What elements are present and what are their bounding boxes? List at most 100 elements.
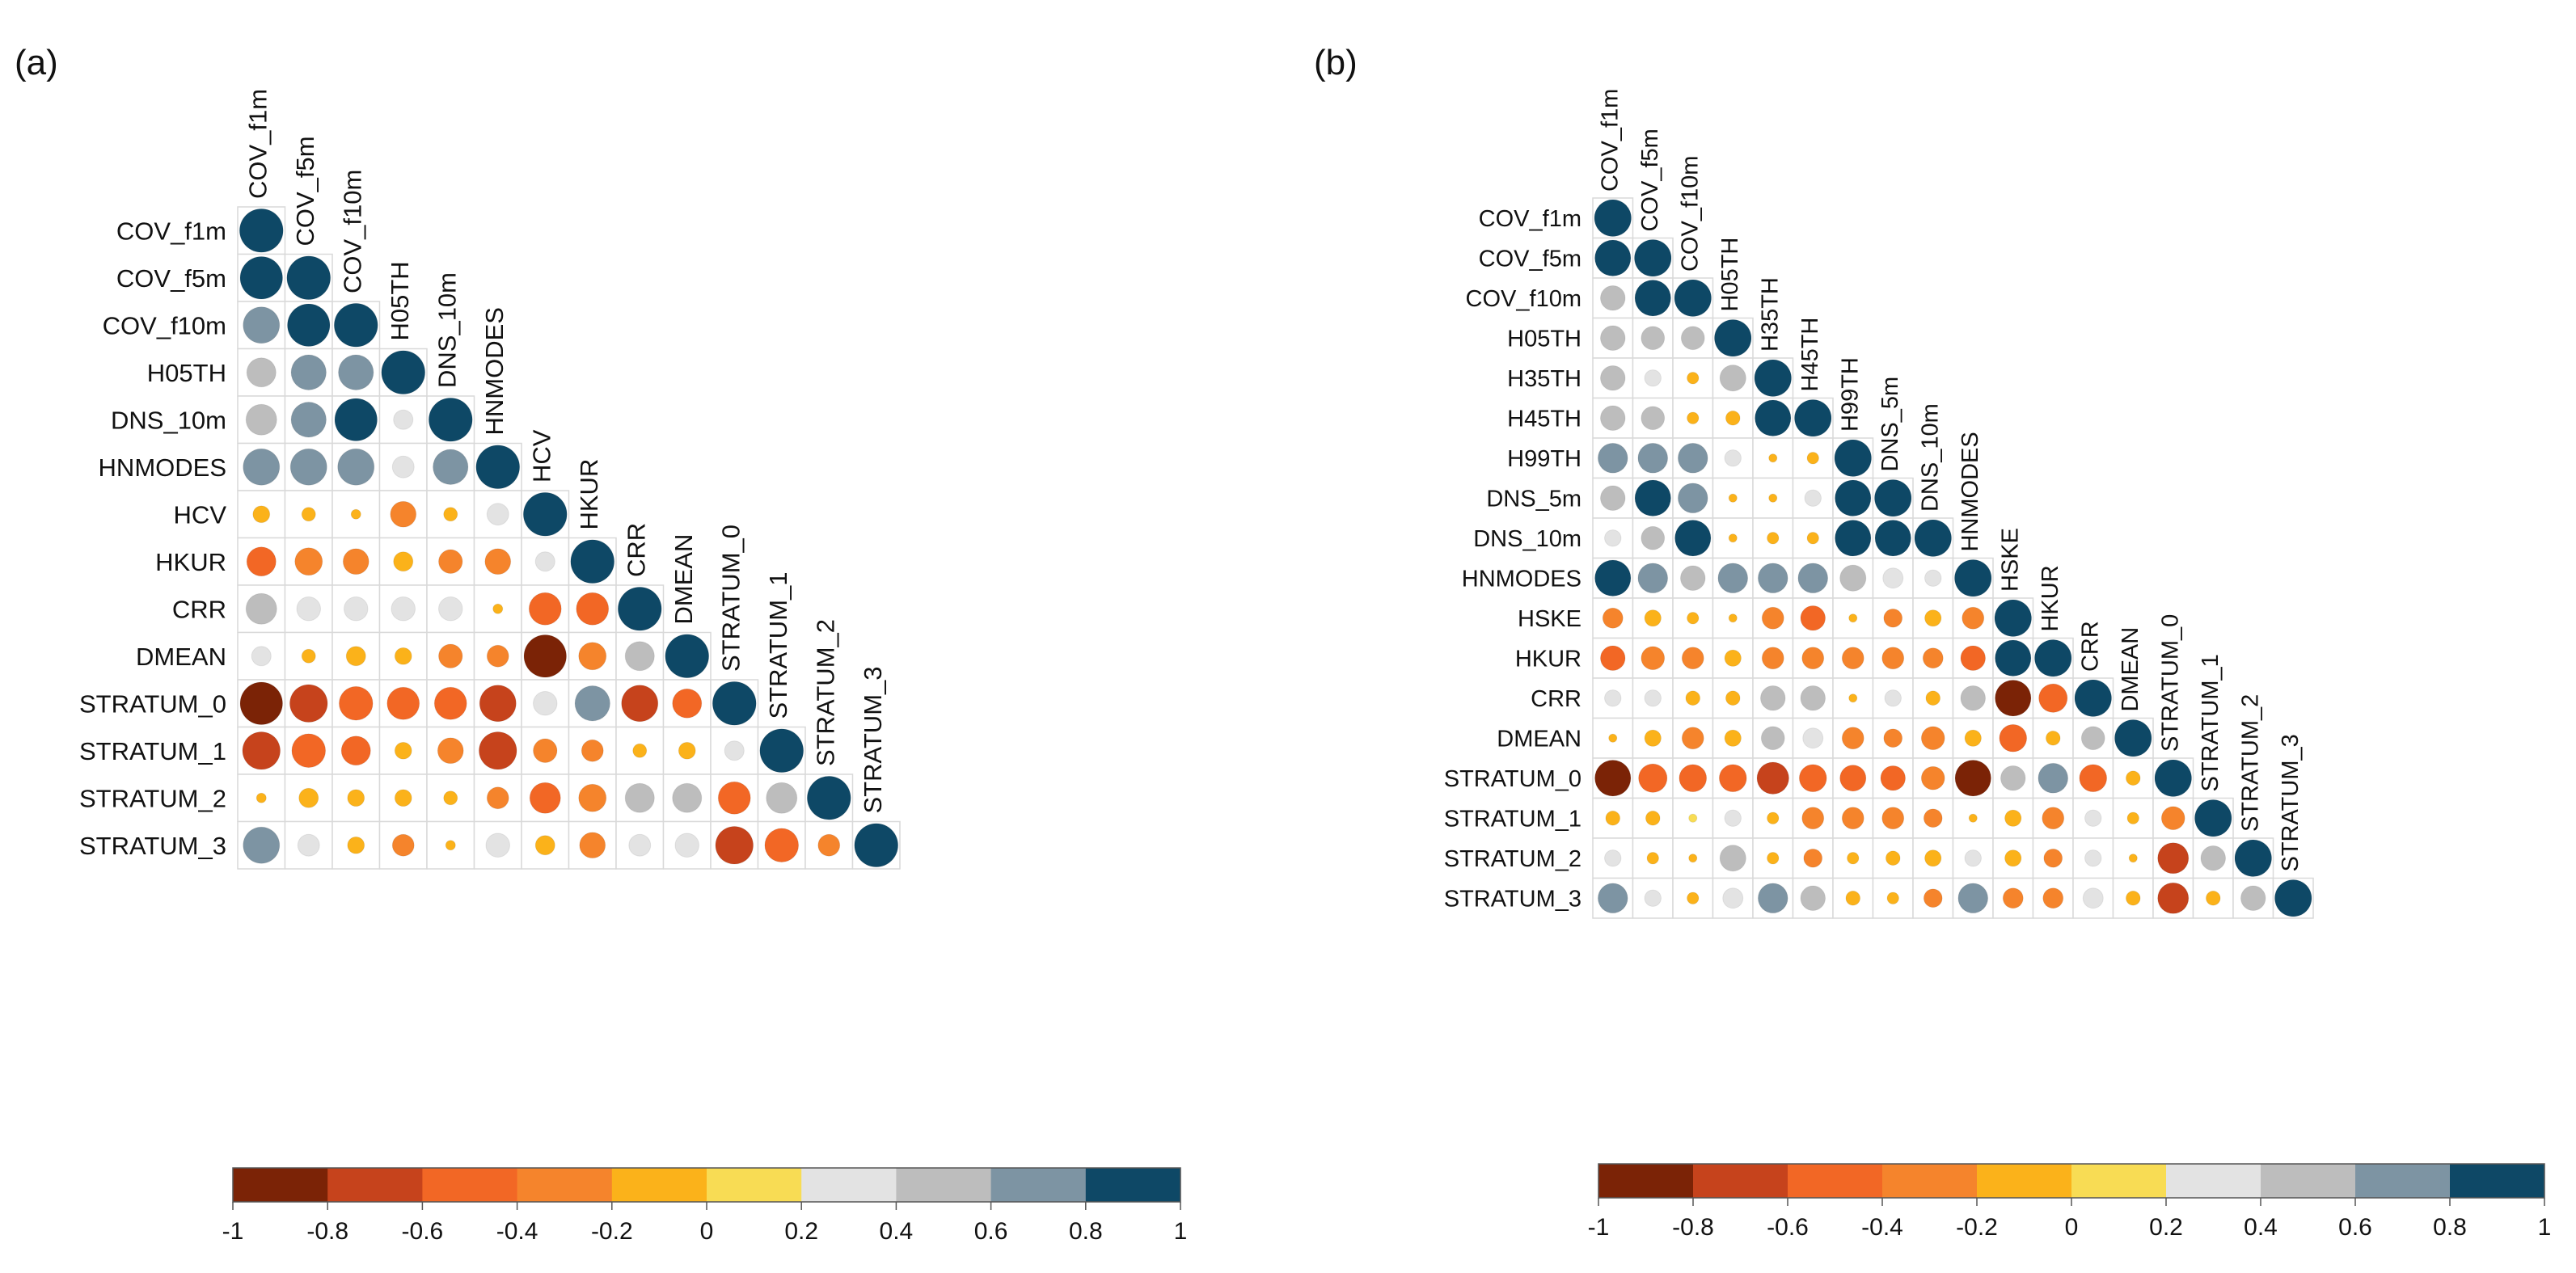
correlation-circle xyxy=(674,833,699,858)
correlation-circle xyxy=(1728,613,1738,623)
correlation-circle xyxy=(759,728,804,773)
correlation-circle xyxy=(1641,646,1666,671)
correlation-circle xyxy=(570,539,615,584)
correlation-circle xyxy=(2157,842,2190,875)
colorbar-tick-label: 0.4 xyxy=(2244,1214,2278,1241)
correlation-circle xyxy=(1681,647,1704,670)
correlation-circle xyxy=(381,350,426,395)
colorbar-tick-label: 0.2 xyxy=(2149,1214,2183,1241)
correlation-circle xyxy=(2160,806,2185,831)
correlation-circle xyxy=(1719,845,1746,872)
correlation-circle xyxy=(1681,727,1704,750)
column-label: DNS_5m xyxy=(1877,377,1903,472)
correlation-circle xyxy=(1801,807,1825,830)
correlation-circle xyxy=(1594,199,1632,238)
correlation-circle xyxy=(1845,890,1861,906)
correlation-circle xyxy=(433,449,469,485)
colorbar-segment xyxy=(233,1168,328,1202)
correlation-circle xyxy=(1803,848,1823,868)
panel-a-label: (a) xyxy=(15,43,58,82)
colorbar-tick-label: -1 xyxy=(222,1218,244,1245)
colorbar-segment xyxy=(2355,1164,2451,1198)
correlation-circle xyxy=(1604,689,1622,707)
correlation-circle xyxy=(287,303,331,347)
row-label: HSKE xyxy=(1518,606,1581,632)
correlation-circle xyxy=(574,685,610,722)
colorbar-tick-label: -0.8 xyxy=(1672,1214,1714,1241)
correlation-circle xyxy=(1767,852,1780,865)
correlation-circle xyxy=(817,833,841,857)
correlation-circle xyxy=(1674,279,1712,318)
correlation-circle xyxy=(1962,606,1985,630)
column-label: CRR xyxy=(623,523,651,577)
row-label: DNS_10m xyxy=(111,406,226,434)
correlation-circle xyxy=(1680,326,1705,351)
correlation-circle xyxy=(289,684,328,723)
correlation-circle xyxy=(391,455,415,478)
correlation-circle xyxy=(2200,845,2227,871)
correlation-circle xyxy=(1599,485,1626,512)
correlation-circle xyxy=(1960,645,1987,672)
correlation-circle xyxy=(492,603,504,614)
correlation-circle xyxy=(1760,726,1785,751)
correlation-circle xyxy=(345,646,366,667)
correlation-circle xyxy=(393,409,414,430)
correlation-circle xyxy=(1885,850,1901,866)
correlation-circle xyxy=(672,688,703,719)
correlation-circle xyxy=(301,648,316,664)
colorbar-segment xyxy=(422,1168,518,1202)
correlation-circle xyxy=(1599,285,1626,311)
correlation-circle xyxy=(390,500,417,528)
colorbar-segment xyxy=(990,1168,1087,1202)
correlation-circle xyxy=(1604,529,1622,547)
row-label: H35TH xyxy=(1507,366,1581,392)
column-label: HCV xyxy=(528,429,556,483)
correlation-circle xyxy=(1806,452,1819,465)
panel-a-column-labels: COV_f1m COV_f5m COV_f10m H05TH DNS_10m HNMODE… xyxy=(244,89,888,814)
correlation-circle xyxy=(1754,359,1793,398)
colorbar-segment xyxy=(896,1168,992,1202)
matrix-cell xyxy=(1952,837,1994,879)
colorbar-tick-label: -1 xyxy=(1588,1214,1610,1241)
correlation-circle xyxy=(1633,238,1672,277)
correlation-circle xyxy=(1922,647,1944,669)
panel-a-cells xyxy=(237,206,901,870)
correlation-circle xyxy=(1920,726,1945,751)
correlation-circle xyxy=(1914,519,1953,558)
column-label: COV_f5m xyxy=(1637,129,1663,231)
correlation-circle xyxy=(386,686,420,720)
correlation-circle xyxy=(529,782,561,814)
correlation-circle xyxy=(1641,406,1666,431)
panel-a-row-labels: COV_f1m COV_f5m COV_f10m H05TH DNS_10m HNMODE… xyxy=(79,217,226,860)
colorbar-tick-label: -0.4 xyxy=(496,1218,538,1245)
correlation-circle xyxy=(1608,733,1618,743)
correlation-circle xyxy=(1924,569,1942,587)
correlation-circle xyxy=(1602,607,1624,629)
correlation-circle xyxy=(255,792,267,803)
correlation-circle xyxy=(1994,599,2033,638)
correlation-circle xyxy=(712,681,757,726)
row-label: STRATUM_2 xyxy=(1444,846,1581,872)
correlation-circle xyxy=(2274,879,2312,917)
colorbar-segment xyxy=(1085,1168,1181,1202)
correlation-circle xyxy=(665,634,710,679)
correlation-circle xyxy=(1883,728,1903,748)
correlation-circle xyxy=(1688,813,1698,823)
row-label: COV_f5m xyxy=(116,264,226,293)
correlation-circle xyxy=(533,738,558,763)
correlation-circle xyxy=(1687,892,1700,904)
colorbar-segment xyxy=(327,1168,423,1202)
correlation-circle xyxy=(1687,612,1700,625)
correlation-circle xyxy=(239,256,283,300)
correlation-circle xyxy=(1677,442,1708,474)
colorbar-segment xyxy=(2166,1164,2261,1198)
column-label: STRATUM_1 xyxy=(764,571,792,719)
correlation-circle xyxy=(1728,533,1738,543)
correlation-circle xyxy=(350,508,361,520)
panel-a-correlation-matrix: (a) COV_f1m COV_f5m COV_f10m H05TH DNS_10m HN… xyxy=(15,43,1187,1245)
matrix-cell xyxy=(378,395,428,445)
correlation-circle xyxy=(445,840,456,851)
correlation-circle xyxy=(2043,848,2063,868)
column-label: HNMODES xyxy=(1957,432,1983,551)
correlation-circle xyxy=(242,731,281,770)
